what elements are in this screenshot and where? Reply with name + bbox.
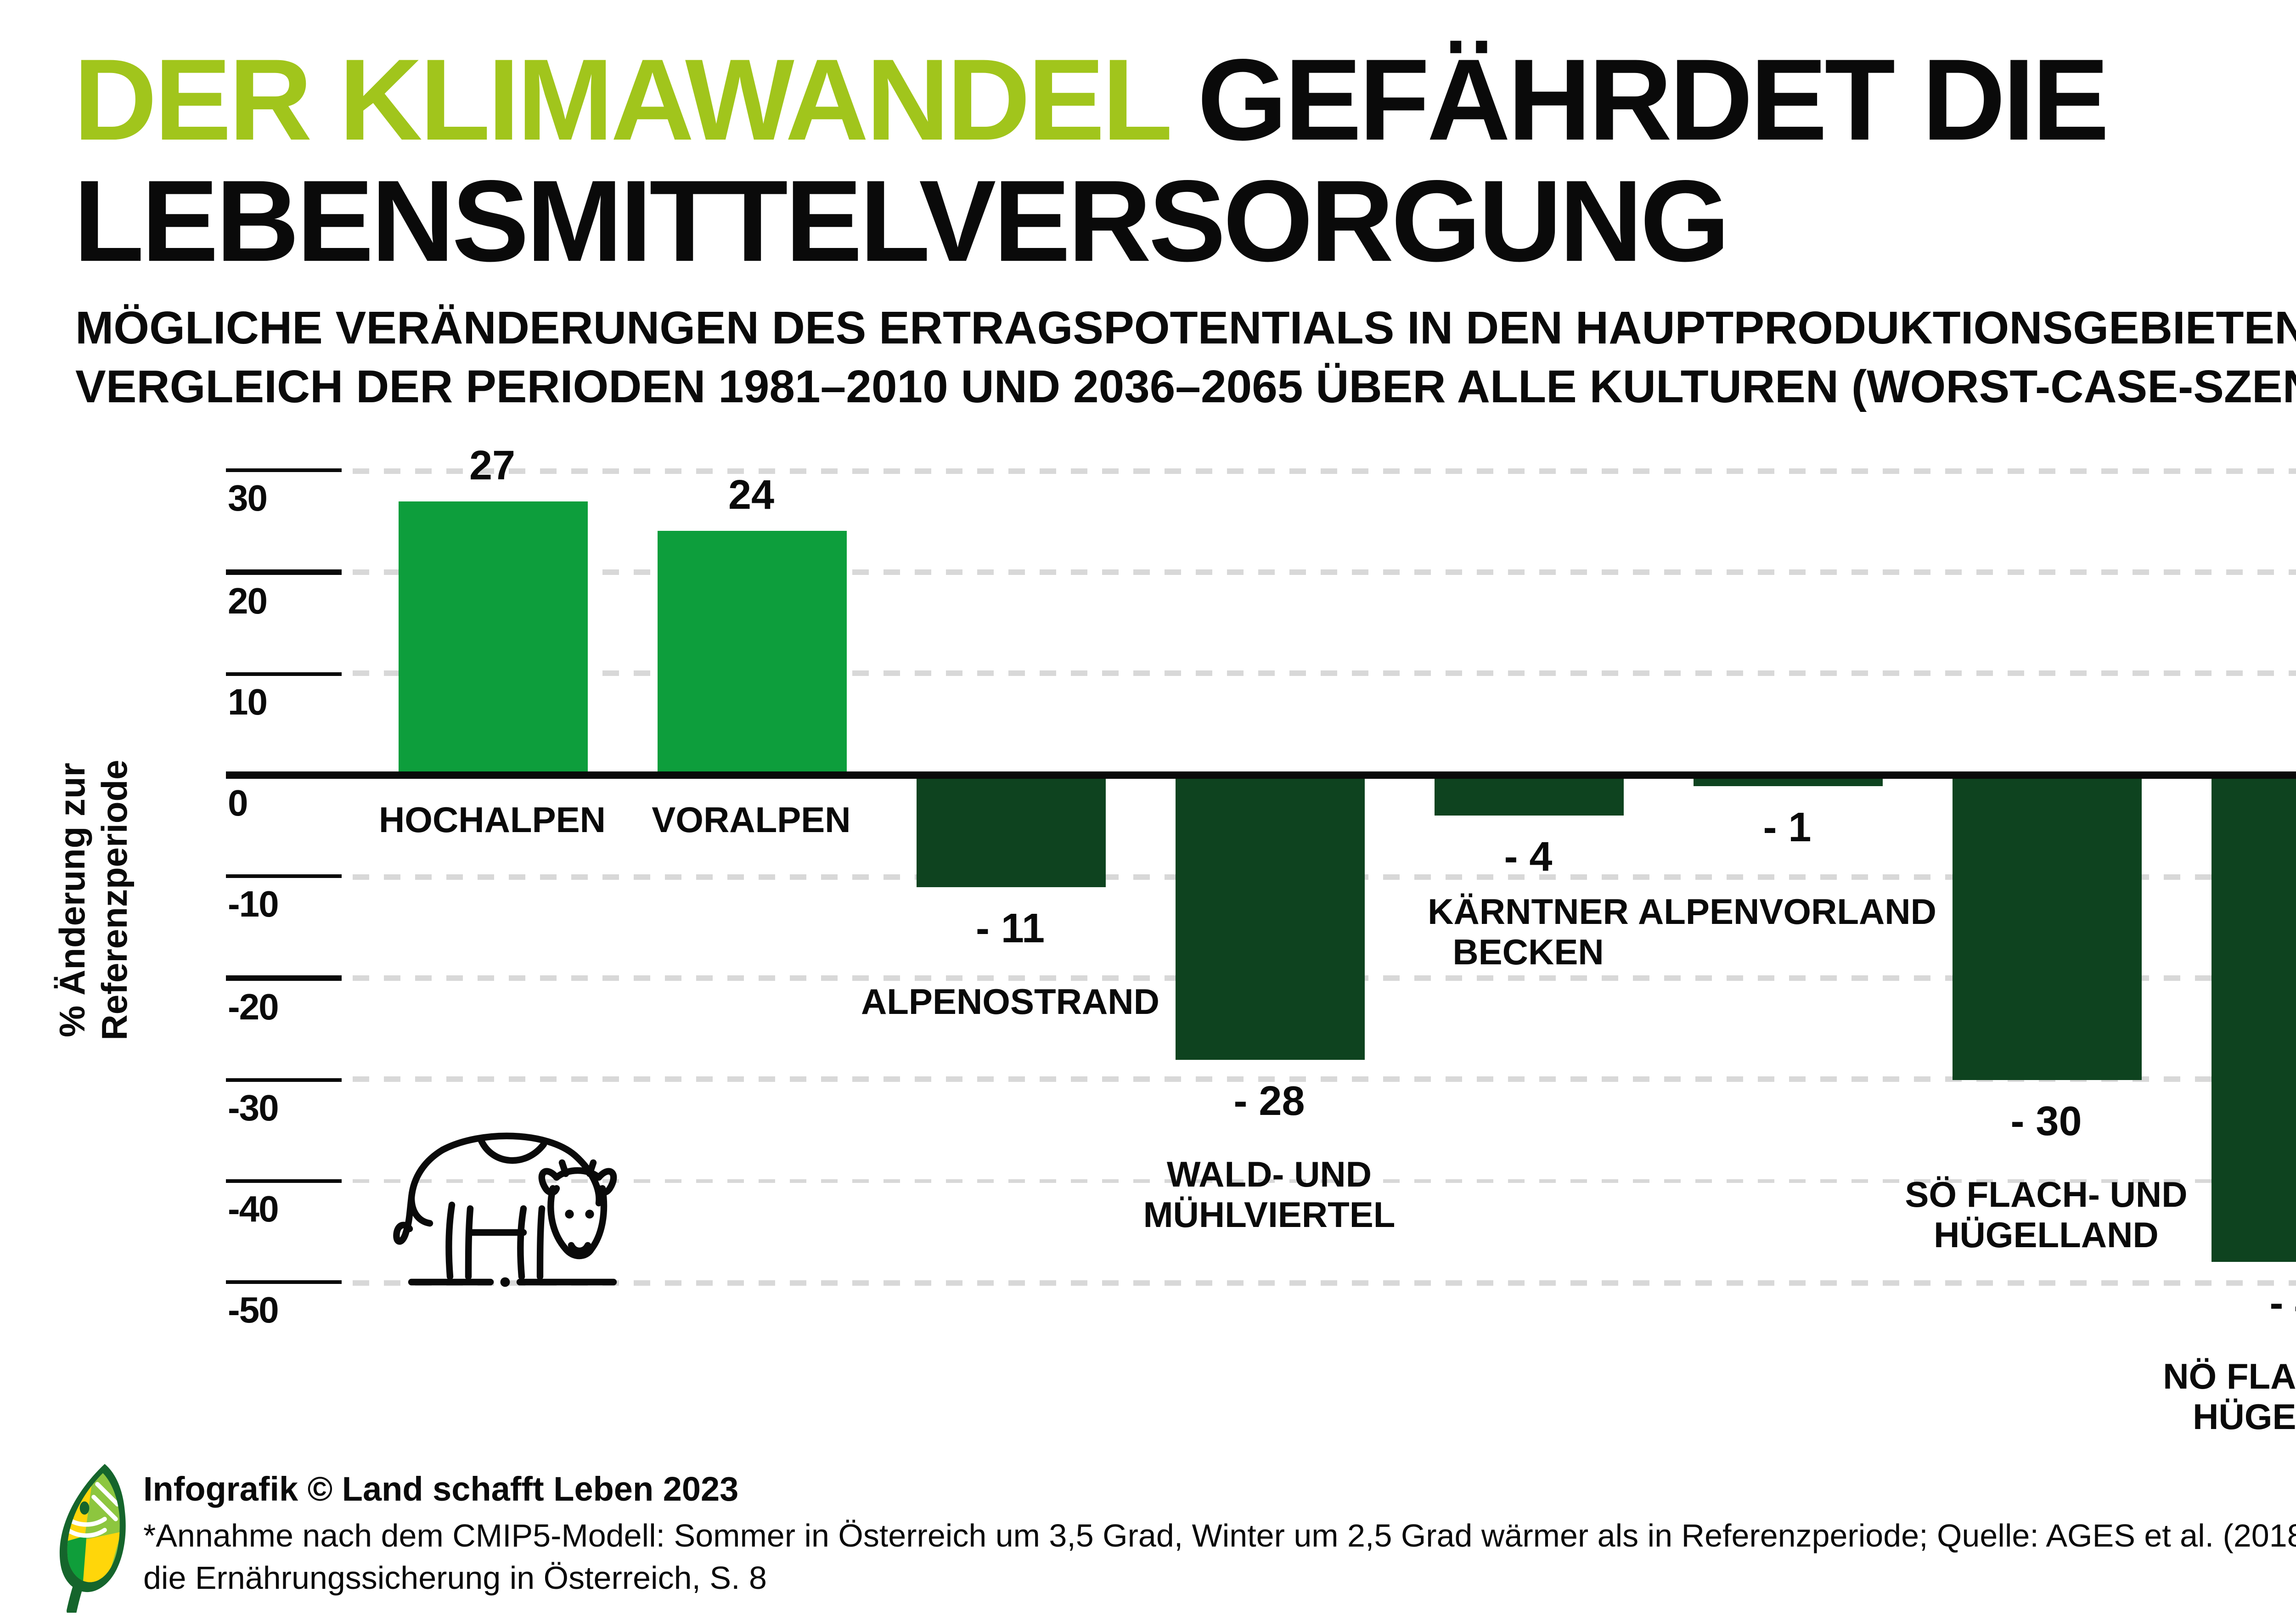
gridline--40 bbox=[353, 1178, 2296, 1184]
bar-1 bbox=[657, 531, 846, 775]
tick-label-30: 30 bbox=[228, 480, 268, 520]
y-axis-label: % Änderung zur Referenzperiode bbox=[53, 760, 136, 1041]
category-label-line: HÜGELLAND bbox=[1934, 1215, 2159, 1256]
category-label-line: HOCHALPEN bbox=[378, 801, 606, 841]
tick-label--40: -40 bbox=[228, 1190, 279, 1231]
category-label-line: NÖ FLACH- UND bbox=[2163, 1357, 2296, 1398]
footnote-line-2: die Ernährungssicherung in Österreich, S… bbox=[143, 1559, 767, 1595]
chart-subtitle: MÖGLICHE VERÄNDERUNGEN DES ERTRAGSPOTENT… bbox=[75, 299, 2296, 417]
tick-30 bbox=[226, 468, 342, 473]
tick-label--10: -10 bbox=[228, 886, 279, 926]
category-label-5: ALPENVORLAND bbox=[1631, 893, 1943, 933]
zero-axis-line bbox=[226, 771, 2296, 779]
credit-line: Infografik © Land schafft Leben 2023 bbox=[143, 1469, 739, 1508]
category-label-line: BECKEN bbox=[1452, 933, 1604, 974]
bar-3 bbox=[1175, 775, 1364, 1059]
category-label-line: MÜHLVIERTEL bbox=[1143, 1195, 1396, 1236]
source-footnote: *Annahme nach dem CMIP5-Modell: Sommer i… bbox=[143, 1515, 2296, 1598]
tick--20 bbox=[226, 976, 342, 980]
value-label-6: - 30 bbox=[2010, 1098, 2082, 1144]
title-rest: GEFÄHRDET DIE bbox=[1168, 37, 2109, 165]
tick--40 bbox=[226, 1179, 342, 1183]
bar-2 bbox=[916, 775, 1105, 887]
tick-label--30: -30 bbox=[228, 1089, 279, 1129]
gridline-20 bbox=[353, 569, 2296, 575]
category-label-line: WALD- UND bbox=[1166, 1154, 1372, 1195]
bar-0 bbox=[398, 501, 587, 775]
tick--10 bbox=[226, 874, 342, 879]
tick--30 bbox=[226, 1077, 342, 1082]
tick-label--50: -50 bbox=[228, 1292, 279, 1332]
category-label-2: ALPENOSTRAND bbox=[854, 982, 1166, 1023]
category-label-1: VORALPEN bbox=[595, 801, 907, 841]
category-label-line: ALPENVORLAND bbox=[1638, 893, 1936, 933]
tick-10 bbox=[226, 671, 342, 676]
bar-6 bbox=[1952, 775, 2141, 1080]
category-label-0: HOCHALPEN bbox=[336, 801, 648, 841]
tick-label--20: -20 bbox=[228, 987, 279, 1028]
title-line-1: DER KLIMAWANDEL GEFÄHRDET DIE bbox=[73, 37, 2110, 165]
gridline-30 bbox=[353, 468, 2296, 473]
category-label-line: HÜGELLAND bbox=[2193, 1398, 2296, 1439]
category-label-6: SÖ FLACH- UND HÜGELLAND bbox=[1890, 1175, 2202, 1256]
subtitle-line-1: MÖGLICHE VERÄNDERUNGEN DES ERTRAGSPOTENT… bbox=[75, 303, 2296, 355]
tick-label-20: 20 bbox=[228, 581, 268, 622]
value-label-7: - 48 bbox=[2269, 1280, 2296, 1327]
subtitle-line-2: VERGLEICH DER PERIODEN 1981–2010 UND 203… bbox=[75, 362, 2296, 413]
category-label-4: KÄRNTNER BECKEN bbox=[1372, 893, 1684, 974]
tick-label-10: 10 bbox=[228, 683, 268, 723]
value-label-0: 27 bbox=[469, 442, 516, 489]
gridline--50 bbox=[353, 1280, 2296, 1285]
tick-20 bbox=[226, 570, 342, 574]
land-schafft-leben-leaf-logo bbox=[59, 1464, 126, 1613]
gridline-10 bbox=[353, 671, 2296, 676]
value-label-3: - 28 bbox=[1233, 1077, 1305, 1124]
category-label-line: ALPENOSTRAND bbox=[861, 982, 1159, 1023]
title-line-2: LEBENSMITTELVERSORGUNG bbox=[73, 158, 1730, 287]
footnote-line-1: *Annahme nach dem CMIP5-Modell: Sommer i… bbox=[143, 1517, 2296, 1554]
bar-4 bbox=[1434, 775, 1623, 816]
category-label-3: WALD- UND MÜHLVIERTEL bbox=[1113, 1155, 1425, 1236]
category-label-line: SÖ FLACH- UND bbox=[1905, 1175, 2188, 1215]
value-label-4: - 4 bbox=[1504, 834, 1553, 880]
value-label-2: - 11 bbox=[975, 905, 1045, 951]
tick-label-0: 0 bbox=[228, 784, 248, 825]
bar-7 bbox=[2211, 775, 2296, 1262]
title-accent: DER KLIMAWANDEL bbox=[73, 37, 1171, 165]
value-label-1: 24 bbox=[728, 473, 775, 519]
gridline--30 bbox=[353, 1077, 2296, 1082]
cow-icon bbox=[393, 1132, 617, 1287]
category-label-line: KÄRNTNER bbox=[1428, 893, 1629, 933]
category-label-line: VORALPEN bbox=[652, 801, 851, 841]
page-title: DER KLIMAWANDEL GEFÄHRDET DIE LEBENSMITT… bbox=[73, 37, 2110, 287]
tick--50 bbox=[226, 1280, 342, 1285]
value-label-5: - 1 bbox=[1763, 804, 1812, 850]
